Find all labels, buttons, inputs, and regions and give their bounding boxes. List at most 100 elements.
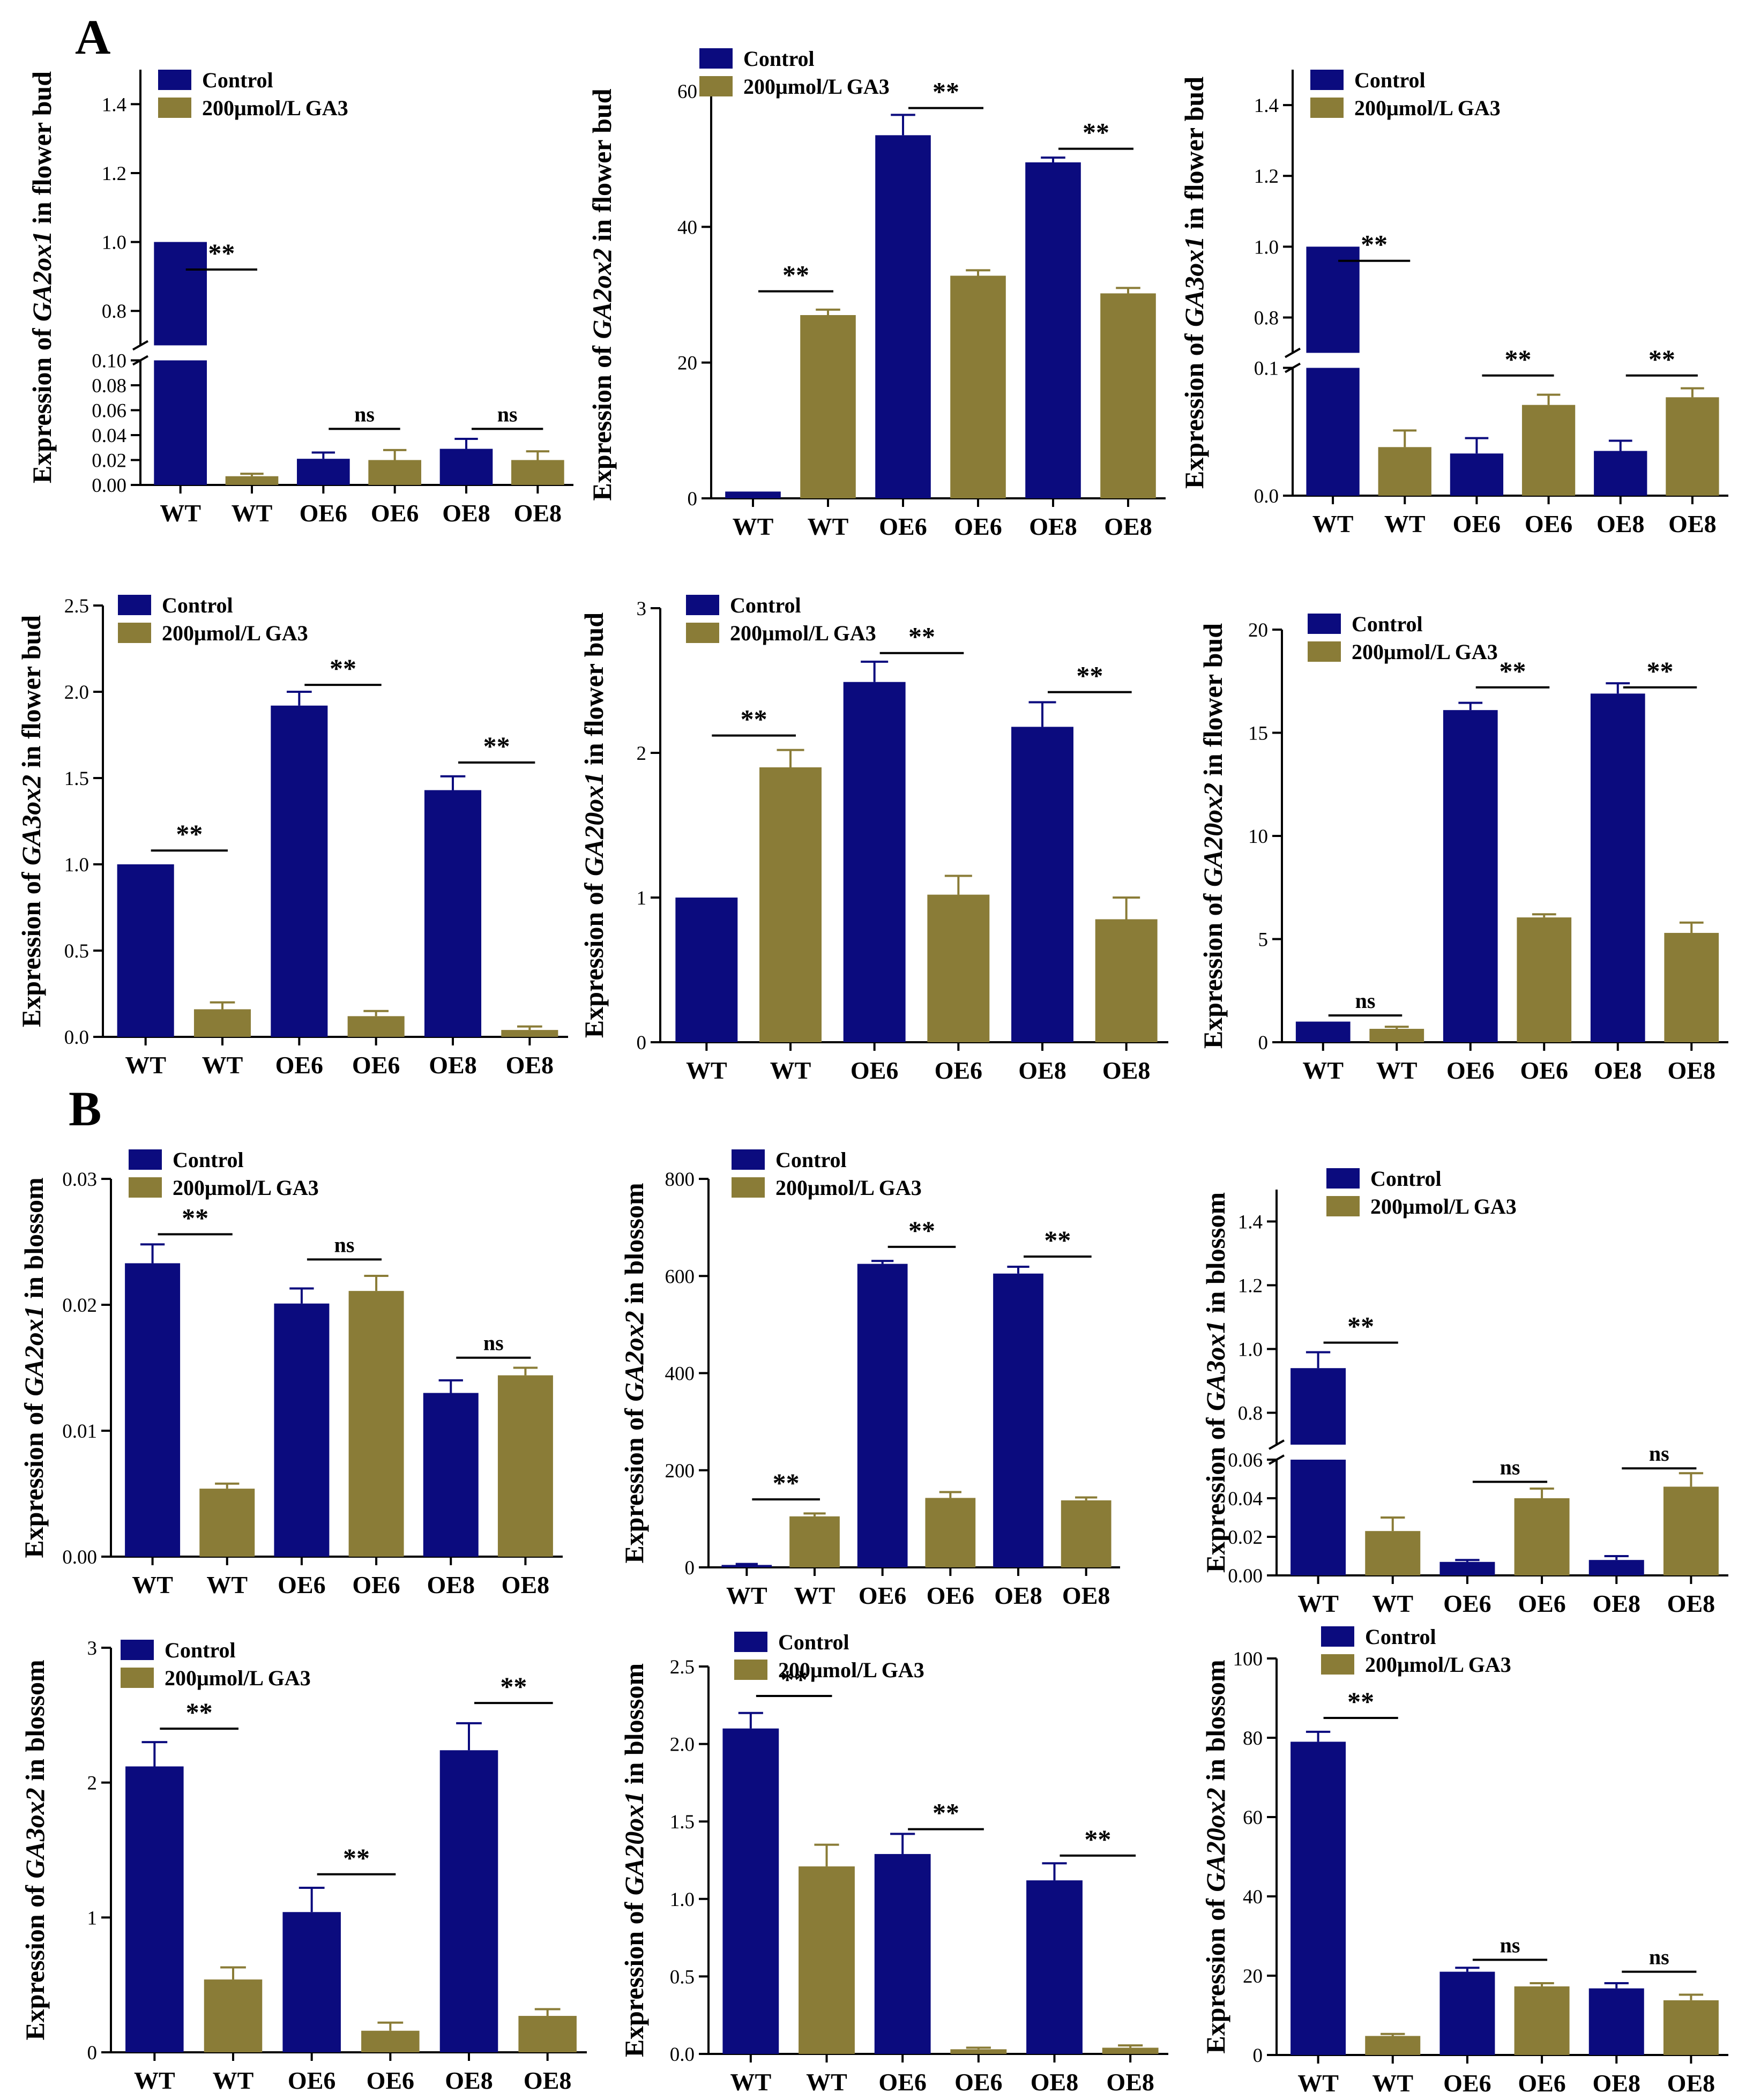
y-tick-label: 0.5 [670, 1966, 695, 1988]
legend-label-ga3: 200μmol/L GA3 [778, 1658, 924, 1682]
significance-label: ** [933, 77, 959, 107]
x-category-label: WT [132, 1571, 173, 1598]
x-category-label: OE8 [1106, 2068, 1154, 2096]
bar-ga3-oe8 [1663, 2000, 1719, 2055]
legend-label-ga3: 200μmol/L GA3 [165, 1666, 311, 1690]
legend: Control 200μmol/L GA3 [1321, 1625, 1511, 1677]
x-category-label: OE6 [1525, 510, 1572, 537]
x-category-label: WT [125, 1051, 166, 1079]
y-tick-label: 20 [1248, 619, 1268, 641]
legend: Control 200μmol/L GA3 [1326, 1167, 1517, 1219]
x-category-label: OE8 [1667, 2069, 1715, 2097]
significance-label: ** [1044, 1225, 1071, 1255]
x-category-label: WT [202, 1051, 243, 1079]
y-tick-label: 0.06 [1228, 1449, 1263, 1471]
legend-swatch-control [158, 70, 191, 90]
bar-control-oe8 [1590, 693, 1645, 1042]
chart-2: 0 20 40 60 Expression of GA2ox2 in flower bu… [587, 47, 1166, 540]
y-tick-label: 2.0 [670, 1734, 695, 1756]
y-tick-label: 600 [665, 1266, 695, 1288]
x-category-label: OE8 [524, 2067, 571, 2094]
legend-swatch-control [118, 595, 151, 615]
bar-control-oe6 [857, 1264, 908, 1567]
y-tick-label: 60 [1243, 1807, 1263, 1829]
x-category-label: OE6 [288, 2067, 335, 2094]
y-tick-label: 1.0 [1254, 236, 1279, 258]
significance-label: ns [483, 1331, 504, 1355]
bar-ga3-oe8 [1664, 932, 1719, 1042]
bar-control-oe8 [1011, 727, 1073, 1042]
y-tick-label: 2.5 [64, 595, 89, 617]
y-tick-label: 0.0 [670, 2044, 695, 2066]
legend-label-control: Control [730, 593, 801, 617]
y-tick-label: 60 [677, 81, 697, 103]
legend-swatch-control [734, 1632, 767, 1652]
y-tick-label: 0.0 [64, 1027, 89, 1049]
bar-ga3-wt [799, 1866, 855, 2054]
bar-ga3-oe6 [1517, 917, 1572, 1042]
legend-label-control: Control [775, 1148, 847, 1172]
bar-ga3-oe6 [925, 1498, 976, 1567]
x-category-label: WT [1297, 1590, 1339, 1617]
axis-break-mark [1269, 1439, 1285, 1450]
legend-swatch-ga3 [1310, 98, 1344, 118]
legend: Control 200μmol/L GA3 [1310, 68, 1501, 120]
bar-ga3-wt [759, 767, 822, 1042]
y-axis-title: Expression of GA20ox1 in flower bud [579, 612, 609, 1038]
legend-swatch-ga3 [121, 1668, 154, 1688]
significance-label: ** [1084, 1824, 1111, 1854]
legend-swatch-control [1321, 1626, 1354, 1647]
legend: Control 200μmol/L GA3 [1308, 612, 1498, 664]
significance-label: ** [1347, 1311, 1374, 1341]
significance-label: ** [933, 1798, 959, 1828]
x-category-label: OE6 [371, 499, 419, 527]
y-tick-label: 2.0 [64, 682, 89, 704]
legend-swatch-ga3 [1308, 641, 1341, 662]
bar-ga3-wt [225, 476, 279, 485]
legend-label-ga3: 200μmol/L GA3 [743, 74, 890, 99]
x-category-label: WT [1376, 1057, 1418, 1084]
legend-swatch-ga3 [686, 623, 719, 643]
legend: Control 200μmol/L GA3 [129, 1148, 319, 1200]
y-tick-label: 0.01 [62, 1421, 97, 1443]
y-tick-label: 0.8 [1238, 1403, 1263, 1425]
significance-label: ** [483, 731, 510, 761]
x-category-label: OE6 [1518, 2069, 1565, 2097]
legend-label-control: Control [165, 1638, 236, 1662]
bar-ga3-oe8 [1061, 1500, 1112, 1567]
y-axis-title: Expression of GA20ox2 in flower bud [1198, 623, 1228, 1049]
legend-label-control: Control [1352, 612, 1423, 636]
x-category-label: OE8 [1018, 1057, 1066, 1084]
x-category-label: OE8 [1593, 1590, 1640, 1617]
bar-ga3-wt [1365, 1531, 1421, 1575]
y-axis-title: Expression of GA2ox1 in flower bud [27, 71, 57, 483]
y-tick-label: 1.4 [1238, 1212, 1263, 1234]
y-tick-label: 0.02 [1228, 1527, 1263, 1549]
x-category-label: WT [770, 1057, 811, 1084]
y-axis-title: Expression of GA3ox2 in flower bud [16, 615, 46, 1027]
bar-ga3-oe8 [1666, 397, 1719, 496]
bar-ga3-oe8 [511, 460, 564, 485]
bar-control-wt [722, 1728, 779, 2054]
chart-5: 0 1 2 3 Expression of GA20ox1 in flower bud W… [579, 593, 1168, 1084]
y-tick-label: 2 [87, 1773, 98, 1795]
x-category-label: OE6 [1443, 1590, 1491, 1617]
significance-label: ** [782, 260, 809, 290]
bar-control-oe6 [271, 705, 328, 1037]
legend-swatch-control [1308, 614, 1341, 634]
y-tick-label: 0.04 [92, 425, 126, 447]
bar-ga3-oe8 [518, 2016, 577, 2052]
bar-control-oe8 [424, 790, 482, 1037]
x-category-label: OE8 [427, 1571, 475, 1598]
y-tick-label: 1.0 [670, 1889, 695, 1911]
axis-break-mark [132, 340, 148, 351]
y-tick-label: 1.4 [102, 94, 126, 116]
significance-label: ** [1361, 229, 1388, 259]
x-category-label: OE6 [859, 1582, 906, 1609]
y-tick-label: 3 [87, 1638, 98, 1660]
x-category-label: WT [1297, 2069, 1339, 2097]
significance-label: ** [208, 238, 235, 268]
y-axis-title: Expression of GA3ox1 in flower bud [1179, 77, 1209, 489]
x-category-label: OE6 [352, 1571, 400, 1598]
bar-control-oe8 [423, 1393, 479, 1557]
